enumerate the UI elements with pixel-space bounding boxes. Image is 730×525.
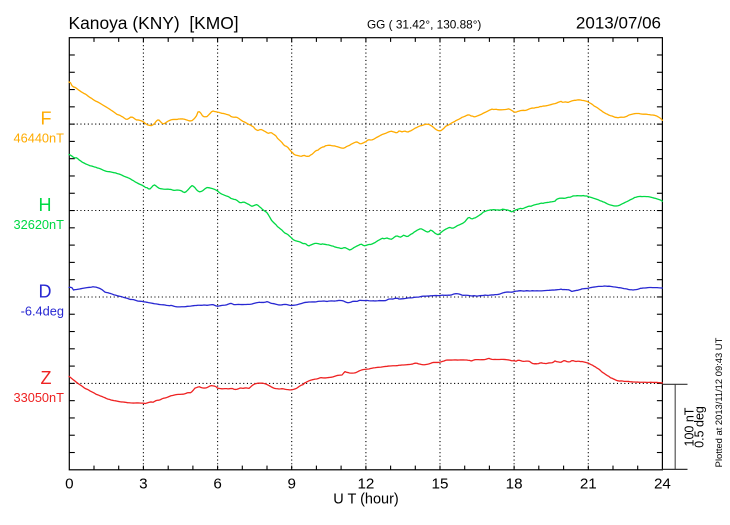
svg-text:9: 9 [287, 476, 295, 493]
svg-text:2013/07/06: 2013/07/06 [576, 14, 661, 33]
svg-text:32620nT: 32620nT [13, 217, 64, 232]
svg-text:100 nT: 100 nT [683, 407, 697, 446]
svg-text:Kanoya (KNY) [KMO]: Kanoya (KNY) [KMO] [69, 13, 239, 33]
svg-text:21: 21 [580, 476, 597, 493]
svg-text:3: 3 [139, 476, 147, 493]
svg-text:H: H [39, 195, 52, 215]
svg-text:Plotted at 2013/11/12 09:43 UT: Plotted at 2013/11/12 09:43 UT [713, 337, 724, 467]
svg-text:0: 0 [65, 476, 73, 493]
svg-text:24: 24 [654, 476, 671, 493]
svg-text:F: F [41, 109, 52, 129]
svg-text:15: 15 [432, 476, 449, 493]
svg-text:0.5 deg: 0.5 deg [693, 406, 707, 448]
svg-text:D: D [39, 281, 52, 301]
svg-text:33050nT: 33050nT [13, 390, 64, 405]
svg-text:GG ( 31.42°, 130.88°): GG ( 31.42°, 130.88°) [367, 18, 481, 32]
svg-text:18: 18 [506, 476, 523, 493]
svg-text:U T (hour): U T (hour) [333, 492, 399, 508]
svg-text:6: 6 [213, 476, 221, 493]
svg-text:-6.4deg: -6.4deg [21, 304, 64, 319]
svg-text:Z: Z [41, 368, 52, 388]
svg-text:12: 12 [357, 476, 374, 493]
svg-text:46440nT: 46440nT [13, 131, 64, 146]
